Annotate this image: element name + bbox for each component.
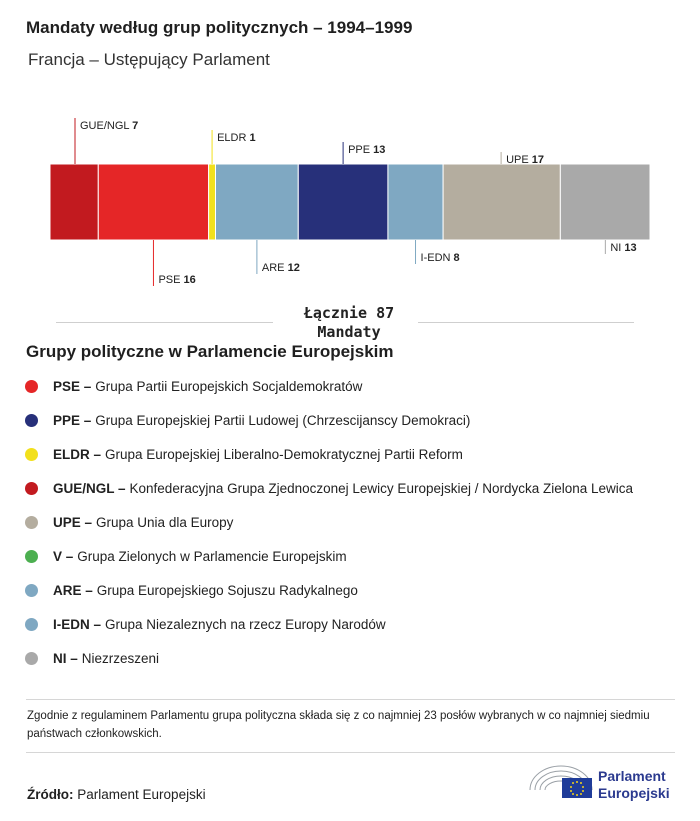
note-text: Zgodnie z regulaminem Parlamentu grupa p…: [27, 710, 650, 740]
european-parliament-logo: Parlament Europejski: [528, 760, 678, 804]
legend-dot-icon: [25, 379, 38, 393]
legend-dot-icon: [25, 413, 38, 427]
legend-text: Grupa Europejskiego Sojuszu Radykalnego: [96, 582, 358, 598]
legend-dot-icon: [25, 481, 38, 495]
bar-segment-are: [215, 163, 299, 241]
logo-line2: Europejski: [598, 785, 670, 801]
legend-text: Konfederacyjna Grupa Zjednoczonej Lewicy…: [129, 480, 634, 496]
legend-item: GUE/NGL – Konfederacyjna Grupa Zjednoczo…: [25, 471, 685, 505]
parliament-hemicycle-icon: [529, 765, 593, 798]
divider-top: [26, 699, 675, 700]
legend: PSE – Grupa Partii Europejskich Socjalde…: [25, 369, 685, 675]
legend-dot-icon: [25, 651, 38, 665]
legend-item: PPE – Grupa Europejskiej Partii Ludowej …: [25, 403, 685, 437]
bar-label: PPE 13: [348, 144, 385, 156]
legend-title: Grupy polityczne w Parlamencie Europejsk…: [26, 342, 394, 361]
legend-abbr: GUE/NGL –: [53, 480, 126, 496]
legend-abbr: PPE –: [53, 412, 92, 428]
bar-segment-guengl: [49, 163, 99, 241]
legend-text: Grupa Zielonych w Parlamencie Europejski…: [77, 548, 347, 564]
legend-item: PSE – Grupa Partii Europejskich Socjalde…: [25, 369, 685, 403]
legend-abbr: ARE –: [53, 582, 93, 598]
bar-label: PSE 16: [158, 274, 195, 286]
bar-label: GUE/NGL 7: [80, 120, 138, 132]
legend-dot-icon: [25, 515, 38, 529]
legend-text: Grupa Europejskiej Partii Ludowej (Chrze…: [95, 412, 471, 428]
legend-dot-icon: [25, 549, 38, 563]
legend-item: ARE – Grupa Europejskiego Sojuszu Radyka…: [25, 573, 685, 607]
legend-abbr: UPE –: [53, 514, 93, 530]
legend-abbr: V –: [53, 548, 74, 564]
legend-abbr: NI –: [53, 650, 78, 666]
bar-segment-eldr: [208, 163, 217, 241]
chart-title: Mandaty według grup politycznych – 1994–…: [26, 18, 413, 37]
source-value: Parlament Europejski: [77, 787, 206, 802]
total-line1: Łącznie 87: [303, 304, 395, 322]
legend-dot-icon: [25, 447, 38, 461]
legend-text: Grupa Niezaleznych na rzecz Europy Narod…: [105, 616, 386, 632]
bar-label: I-EDN 8: [421, 252, 460, 264]
total-seats: Łącznie 87 Mandaty: [0, 300, 700, 344]
logo-text: Parlament Europejski: [598, 768, 670, 802]
bar-label: NI 13: [610, 242, 636, 254]
legend-item: NI – Niezrzeszeni: [25, 641, 685, 675]
legend-item: ELDR – Grupa Europejskiej Liberalno-Demo…: [25, 437, 685, 471]
bar-segment-iedn: [387, 163, 444, 241]
legend-abbr: I-EDN –: [53, 616, 102, 632]
legend-item: I-EDN – Grupa Niezaleznych na rzecz Euro…: [25, 607, 685, 641]
legend-item: V – Grupa Zielonych w Parlamencie Europe…: [25, 539, 685, 573]
bar-segment-upe: [442, 163, 561, 241]
total-divider-left: [56, 322, 273, 323]
legend-abbr: ELDR –: [53, 446, 102, 462]
bar-label: ELDR 1: [217, 132, 256, 144]
legend-dot-icon: [25, 583, 38, 597]
stacked-bar-chart: GUE/NGL 7 PSE 16 ELDR 1 ARE 12 PPE 13 I-EDN 8…: [49, 118, 651, 286]
legend-text: Grupa Europejskiej Liberalno-Demokratycz…: [105, 446, 463, 462]
divider-bottom: [26, 752, 675, 753]
logo-line1: Parlament: [598, 768, 666, 784]
source-label: Źródło:: [27, 787, 74, 802]
legend-text: Niezrzeszeni: [81, 650, 160, 666]
legend-text: Grupa Partii Europejskich Socjaldemokrat…: [95, 378, 363, 394]
total-divider-right: [418, 322, 634, 323]
total-line2: Mandaty: [317, 323, 381, 341]
legend-dot-icon: [25, 617, 38, 631]
source: Źródło: Parlament Europejski: [27, 787, 206, 802]
legend-item: UPE – Grupa Unia dla Europy: [25, 505, 685, 539]
bar-label: UPE 17: [506, 154, 544, 166]
legend-text: Grupa Unia dla Europy: [96, 514, 234, 530]
bar-segment-ni: [559, 163, 651, 241]
bar-segment-pse: [97, 163, 210, 241]
bar-label: ARE 12: [262, 262, 300, 274]
chart-subtitle: Francja – Ustępujący Parlament: [28, 50, 270, 69]
bar-segment-ppe: [297, 163, 389, 241]
legend-abbr: PSE –: [53, 378, 92, 394]
total-label: Łącznie 87 Mandaty: [274, 304, 424, 342]
